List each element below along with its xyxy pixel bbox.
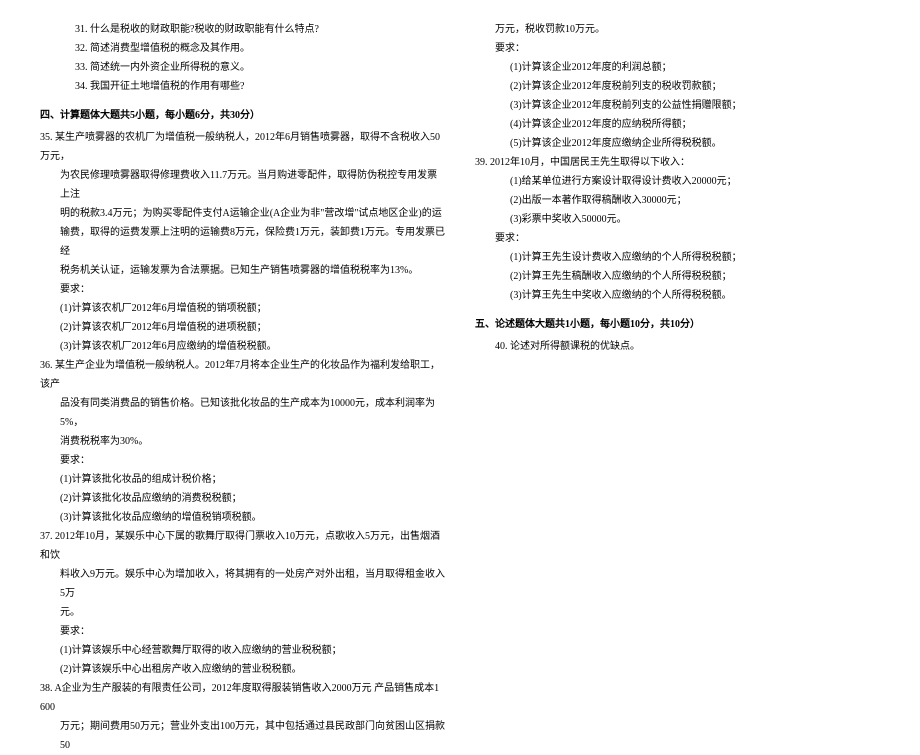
q31: 31. 什么是税收的财政职能?税收的财政职能有什么特点? [40,20,445,39]
q35-req: 要求： [40,280,445,299]
q38-line2: 万元；期间费用50万元；营业外支出100万元，其中包括通过县民政部门向贫困山区捐… [40,717,445,755]
q36-line3: 消费税税率为30%。 [40,432,445,451]
q38-r3: (3)计算该企业2012年度税前列支的公益性捐赠限额； [475,96,880,115]
q39-line1: 39. 2012年10月，中国居民王先生取得以下收入： [475,153,880,172]
q35-r1: (1)计算该农机厂2012年6月增值税的销项税额； [40,299,445,318]
q39-a2: (2)计算王先生稿酬收入应缴纳的个人所得税税额； [475,267,880,286]
q37-r1: (1)计算该娱乐中心经营歌舞厅取得的收入应缴纳的营业税税额； [40,641,445,660]
q40: 40. 论述对所得额课税的优缺点。 [475,337,880,356]
q38-r1: (1)计算该企业2012年度的利润总额； [475,58,880,77]
q36-r2: (2)计算该批化妆品应缴纳的消费税税额； [40,489,445,508]
q39-r3: (3)彩票中奖收入50000元。 [475,210,880,229]
q38-line1: 38. A企业为生产服装的有限责任公司，2012年度取得服装销售收入2000万元… [40,679,445,717]
q36-line2: 品没有同类消费品的销售价格。已知该批化妆品的生产成本为10000元，成本利润率为… [40,394,445,432]
q35-r3: (3)计算该农机厂2012年6月应缴纳的增值税税额。 [40,337,445,356]
q38-req: 要求： [475,39,880,58]
section4-heading: 四、计算题体大题共5小题，每小题6分，共30分） [40,106,445,125]
q39-r2: (2)出版一本著作取得稿酬收入30000元； [475,191,880,210]
q36-line1: 36. 某生产企业为增值税一般纳税人。2012年7月将本企业生产的化妆品作为福利… [40,356,445,394]
q39-req: 要求： [475,229,880,248]
q35-r2: (2)计算该农机厂2012年6月增值税的进项税额； [40,318,445,337]
q32: 32. 简述消费型增值税的概念及其作用。 [40,39,445,58]
q39-r1: (1)给某单位进行方案设计取得设计费收入20000元； [475,172,880,191]
q38-r5: (5)计算该企业2012年度应缴纳企业所得税税额。 [475,134,880,153]
q36-r3: (3)计算该批化妆品应缴纳的增值税销项税额。 [40,508,445,527]
q33: 33. 简述统一内外资企业所得税的意义。 [40,58,445,77]
q35-line3: 明的税款3.4万元；为购买零配件支付A运输企业(A企业为非"营改增"试点地区企业… [40,204,445,223]
q39-a1: (1)计算王先生设计费收入应缴纳的个人所得税税额； [475,248,880,267]
section5-heading: 五、论述题体大题共1小题，每小题10分，共10分） [475,315,880,334]
q36-req: 要求： [40,451,445,470]
q38-r2: (2)计算该企业2012年度税前列支的税收罚款额； [475,77,880,96]
q35-line1: 35. 某生产喷雾器的农机厂为增值税一般纳税人，2012年6月销售喷雾器，取得不… [40,128,445,166]
q36-r1: (1)计算该批化妆品的组成计税价格； [40,470,445,489]
right-column: 万元，税收罚款10万元。 要求： (1)计算该企业2012年度的利润总额； (2… [475,20,880,610]
q37-r2: (2)计算该娱乐中心出租房产收入应缴纳的营业税税额。 [40,660,445,679]
q37-req: 要求： [40,622,445,641]
q37-line2: 料收入9万元。娱乐中心为增加收入，将其拥有的一处房产对外出租，当月取得租金收入5… [40,565,445,603]
q35-line4: 输费，取得的运费发票上注明的运输费8万元，保险费1万元，装卸费1万元。专用发票已… [40,223,445,261]
q37-line1: 37. 2012年10月，某娱乐中心下属的歌舞厅取得门票收入10万元，点歌收入5… [40,527,445,565]
q38-r4: (4)计算该企业2012年度的应纳税所得额； [475,115,880,134]
q38-line3: 万元，税收罚款10万元。 [475,20,880,39]
q34: 34. 我国开征土地增值税的作用有哪些? [40,77,445,96]
left-column: 31. 什么是税收的财政职能?税收的财政职能有什么特点? 32. 简述消费型增值… [40,20,445,610]
q39-a3: (3)计算王先生中奖收入应缴纳的个人所得税税额。 [475,286,880,305]
q37-line3: 元。 [40,603,445,622]
q35-line2: 为农民修理喷雾器取得修理费收入11.7万元。当月购进零配件，取得防伪税控专用发票… [40,166,445,204]
q35-line5: 税务机关认证，运输发票为合法票据。已知生产销售喷雾器的增值税税率为13%。 [40,261,445,280]
